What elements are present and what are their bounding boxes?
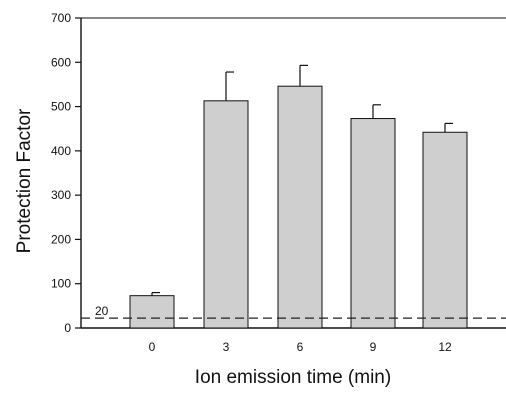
x-axis-title: Ion emission time (min) <box>195 367 391 388</box>
y-tick-label: 300 <box>51 188 71 202</box>
error-bars-group <box>151 64 453 296</box>
reference-line-label: 20 <box>95 304 109 318</box>
bar <box>203 100 249 329</box>
y-tick-label: 400 <box>51 144 71 158</box>
x-axis-labels: 0 3 6 9 12 <box>149 340 452 354</box>
y-tick-label: 200 <box>51 232 71 246</box>
reference-line-group: 20 <box>81 304 506 319</box>
bars-group <box>129 85 468 329</box>
x-tick-label: 12 <box>438 340 452 354</box>
y-tick-label: 500 <box>51 100 71 114</box>
y-axis-title: Protection Factor <box>14 108 35 253</box>
bar <box>277 85 323 329</box>
y-tick-label: 600 <box>51 55 71 69</box>
y-tick-label: 100 <box>51 277 71 291</box>
x-tick-label: 3 <box>223 340 230 354</box>
x-tick-label: 6 <box>297 340 304 354</box>
x-tick-label: 9 <box>370 340 377 354</box>
bar <box>350 118 396 329</box>
y-tick-label: 700 <box>51 11 71 25</box>
x-tick-label: 0 <box>149 340 156 354</box>
bar <box>129 295 175 329</box>
y-tick-label: 0 <box>64 321 71 335</box>
bar <box>422 131 468 329</box>
y-axis-ticks: 0 100 200 300 400 500 600 700 <box>51 11 81 335</box>
